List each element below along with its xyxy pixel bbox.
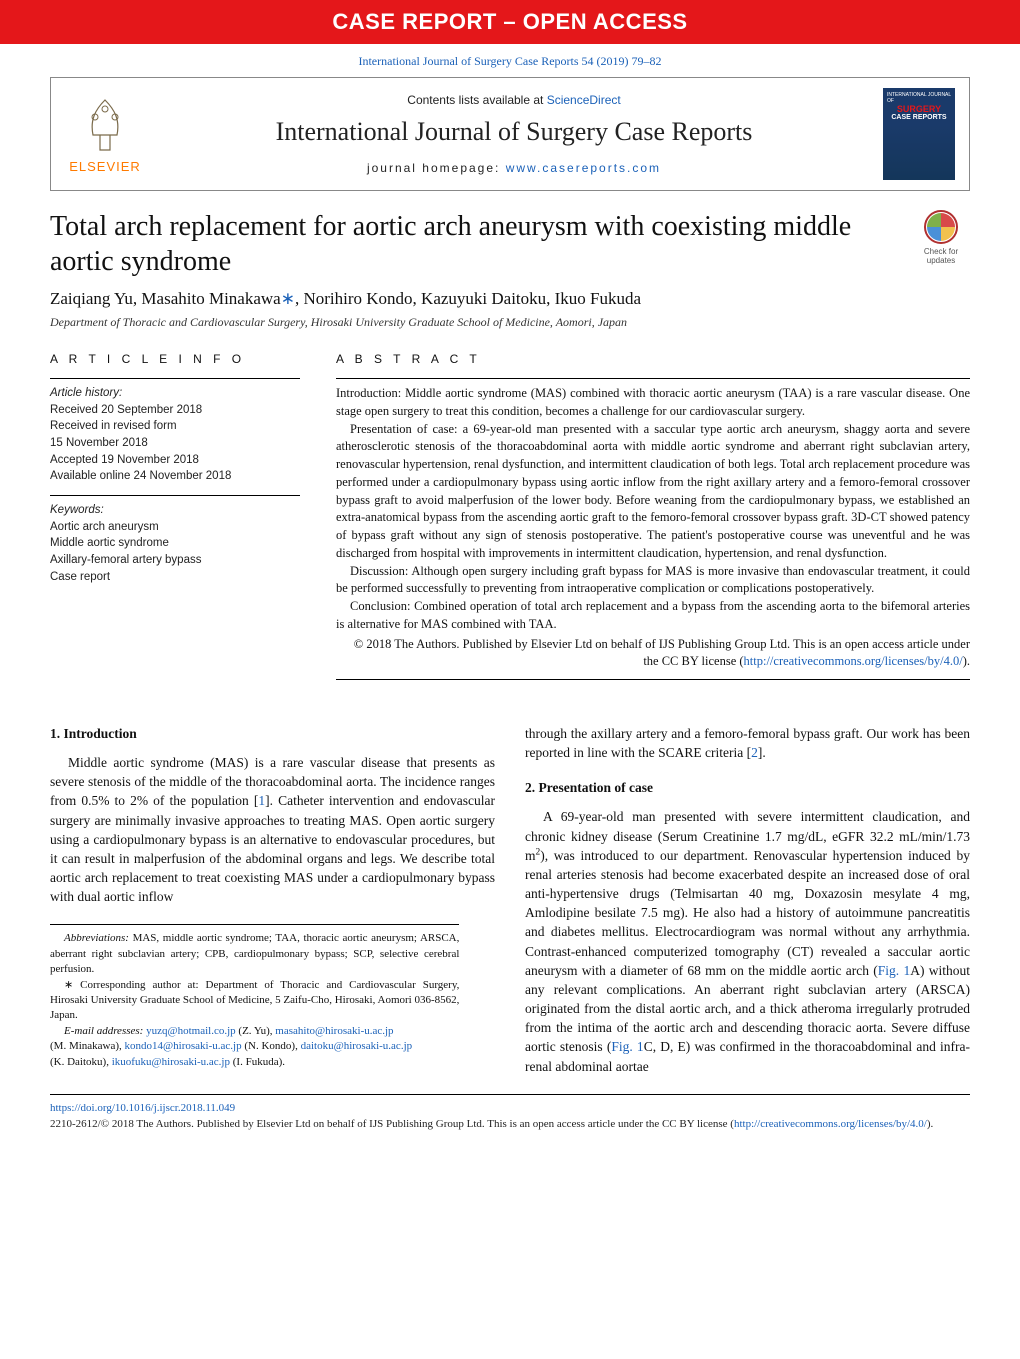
email-link[interactable]: daitoku@hirosaki-u.ac.jp xyxy=(301,1040,413,1052)
history-received: Received 20 September 2018 xyxy=(50,402,300,419)
issn-text: 2210-2612/© 2018 The Authors. Published … xyxy=(50,1118,734,1130)
homepage-label: journal homepage: xyxy=(367,161,506,175)
check-for-updates-badge[interactable]: Check for updates xyxy=(912,209,970,265)
corresponding-note: ∗ Corresponding author at: Department of… xyxy=(50,978,459,1024)
section-2-head: 2. Presentation of case xyxy=(525,778,970,797)
email-name: (K. Daitoku), xyxy=(50,1056,112,1068)
abstract-discussion: Discussion: Although open surgery includ… xyxy=(336,563,970,599)
article-info-head: A R T I C L E I N F O xyxy=(50,352,300,370)
citation-line: International Journal of Surgery Case Re… xyxy=(0,44,1020,77)
homepage-url[interactable]: www.casereports.com xyxy=(506,161,661,175)
s1tb: ]. xyxy=(758,745,766,760)
cover-line1: INTERNATIONAL JOURNAL OF xyxy=(887,92,951,104)
s2b: ), was introduced to our department. Ren… xyxy=(525,848,970,978)
article-body: 1. Introduction Middle aortic syndrome (… xyxy=(50,724,970,1076)
email-link[interactable]: yuzq@hotmail.co.jp xyxy=(146,1025,236,1037)
crossmark-icon xyxy=(923,209,959,245)
authors-first: Zaiqiang Yu, Masahito Minakawa xyxy=(50,289,281,308)
email-link[interactable]: masahito@hirosaki-u.ac.jp xyxy=(275,1025,393,1037)
abstract-head: A B S T R A C T xyxy=(336,352,970,370)
issn-end: ). xyxy=(927,1118,933,1130)
section-1-tail: through the axillary artery and a femoro… xyxy=(525,724,970,762)
history-accepted: Accepted 19 November 2018 xyxy=(50,452,300,469)
email-name: (I. Fukuda). xyxy=(230,1056,285,1068)
elsevier-logo: ELSEVIER xyxy=(65,95,145,174)
cc-link-footer[interactable]: http://creativecommons.org/licenses/by/4… xyxy=(734,1118,927,1130)
s1ta: through the axillary artery and a femoro… xyxy=(525,726,970,760)
history-online: Available online 24 November 2018 xyxy=(50,468,300,485)
abstract-conclusion: Conclusion: Combined operation of total … xyxy=(336,598,970,634)
keyword: Aortic arch aneurysm xyxy=(50,519,300,536)
history-hdr: Article history: xyxy=(50,385,300,402)
keyword: Axillary-femoral artery bypass xyxy=(50,552,300,569)
keywords-block: Keywords: Aortic arch aneurysm Middle ao… xyxy=(50,495,300,585)
abstract-copyright: © 2018 The Authors. Published by Elsevie… xyxy=(336,636,970,672)
page-footer: https://doi.org/10.1016/j.ijscr.2018.11.… xyxy=(50,1094,970,1133)
abstract-intro: Introduction: Middle aortic syndrome (MA… xyxy=(336,385,970,421)
sciencedirect-link[interactable]: ScienceDirect xyxy=(547,93,621,107)
journal-cover-thumb: INTERNATIONAL JOURNAL OF SURGERY CASE RE… xyxy=(883,88,955,180)
keyword: Middle aortic syndrome xyxy=(50,535,300,552)
contents-prefix: Contents lists available at xyxy=(407,93,546,107)
history-revised-lbl: Received in revised form xyxy=(50,418,300,435)
article-history: Article history: Received 20 September 2… xyxy=(50,378,300,485)
journal-homepage: journal homepage: www.casereports.com xyxy=(159,161,869,175)
section-1-head: 1. Introduction xyxy=(50,724,495,743)
footnotes: Abbreviations: MAS, middle aortic syndro… xyxy=(50,924,459,1070)
author-list: Zaiqiang Yu, Masahito Minakawa∗, Norihir… xyxy=(50,289,970,309)
history-revised-date: 15 November 2018 xyxy=(50,435,300,452)
copy-end: ). xyxy=(963,654,970,668)
elsevier-tree-icon xyxy=(75,95,135,155)
email-name: (M. Minakawa), xyxy=(50,1040,125,1052)
abstract-case: Presentation of case: a 69-year-old man … xyxy=(336,421,970,563)
affiliation: Department of Thoracic and Cardiovascula… xyxy=(50,315,970,330)
fig1-ref[interactable]: Fig. 1 xyxy=(878,963,910,978)
section-2-para: A 69-year-old man presented with severe … xyxy=(525,807,970,1075)
section-1-para: Middle aortic syndrome (MAS) is a rare v… xyxy=(50,753,495,906)
open-access-banner: CASE REPORT – OPEN ACCESS xyxy=(0,0,1020,44)
cover-line3: CASE REPORTS xyxy=(891,114,946,121)
ref-2[interactable]: 2 xyxy=(751,745,758,760)
cover-line2: SURGERY xyxy=(897,104,941,114)
abbrev-label: Abbreviations: xyxy=(64,932,129,944)
email-label: E-mail addresses: xyxy=(64,1025,143,1037)
keyword: Case report xyxy=(50,569,300,586)
email-name: (N. Kondo), xyxy=(242,1040,301,1052)
fig1-ref2[interactable]: Fig. 1 xyxy=(611,1039,643,1054)
email-addresses: E-mail addresses: yuzq@hotmail.co.jp (Z.… xyxy=(50,1024,459,1070)
abstract-text: Introduction: Middle aortic syndrome (MA… xyxy=(336,378,970,680)
contents-available: Contents lists available at ScienceDirec… xyxy=(159,93,869,107)
journal-masthead: ELSEVIER Contents lists available at Sci… xyxy=(50,77,970,191)
corresponding-mark: ∗ xyxy=(281,289,295,308)
elsevier-wordmark: ELSEVIER xyxy=(69,159,141,174)
s1b: ]. Catheter intervention and endovascula… xyxy=(50,793,495,904)
journal-name: International Journal of Surgery Case Re… xyxy=(159,117,869,147)
cc-license-link[interactable]: http://creativecommons.org/licenses/by/4… xyxy=(744,654,963,668)
abbreviations-note: Abbreviations: MAS, middle aortic syndro… xyxy=(50,931,459,977)
email-name: (Z. Yu), xyxy=(236,1025,276,1037)
email-link[interactable]: kondo14@hirosaki-u.ac.jp xyxy=(125,1040,242,1052)
check-updates-label: Check for updates xyxy=(912,247,970,265)
email-link[interactable]: ikuofuku@hirosaki-u.ac.jp xyxy=(112,1056,230,1068)
authors-rest: , Norihiro Kondo, Kazuyuki Daitoku, Ikuo… xyxy=(295,289,641,308)
doi-link[interactable]: https://doi.org/10.1016/j.ijscr.2018.11.… xyxy=(50,1102,235,1114)
keywords-hdr: Keywords: xyxy=(50,502,300,519)
article-title: Total arch replacement for aortic arch a… xyxy=(50,209,970,279)
